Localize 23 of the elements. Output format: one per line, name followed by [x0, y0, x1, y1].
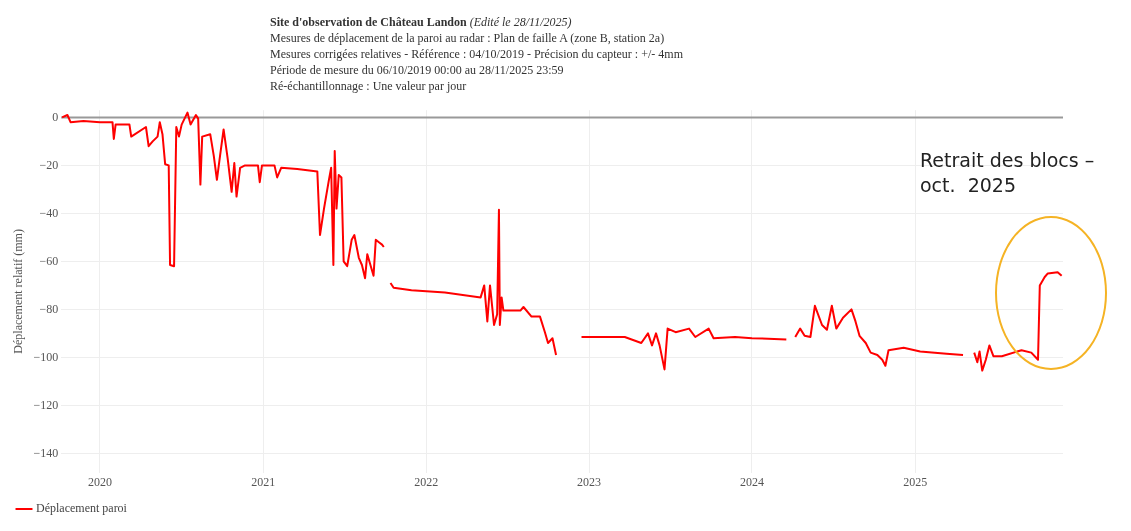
x-tick-label: 2024 [739, 474, 764, 489]
text: Période de mesure du 06/10/2019 00:00 au 28/11/2025 23:59 [270, 62, 565, 78]
text: Mesures corrigées relatives - Référence : 04/10/2019 - Précision du capteur : +/- 4mm [270, 46, 684, 62]
y-tick-label: 0 [52, 109, 59, 124]
y-tick-label: −100 [33, 349, 59, 364]
x-tick-label: 2023 [577, 474, 602, 489]
x-tick-label: 2025 [903, 474, 928, 489]
x-tick-label: 2022 [414, 474, 439, 489]
x-tick-label: 2021 [251, 474, 276, 489]
y-tick-label: −20 [39, 157, 59, 172]
text: Ré-échantillonnage : Une valeur par jour [270, 78, 468, 94]
legend-label: Déplacement paroi [36, 501, 128, 516]
y-tick-label: −40 [39, 205, 59, 220]
chart-title: Site d'observation de Château Landon [270, 15, 467, 29]
x-tick-label: 2020 [87, 474, 112, 489]
chart-subtitle: (Edité le 28/11/2025) [469, 15, 572, 29]
y-tick-label: −60 [39, 253, 59, 268]
y-axis-title: Déplacement relatif (mm) [11, 229, 26, 354]
text: Mesures de déplacement de la paroi au radar : Plan de faille A (zone B, station 2a) [270, 30, 666, 46]
y-tick-label: −120 [33, 397, 59, 412]
y-tick-label: −80 [39, 301, 59, 316]
annotation: Retrait des blocs – oct. 2025 [920, 148, 1096, 198]
y-tick-label: −140 [33, 445, 59, 460]
